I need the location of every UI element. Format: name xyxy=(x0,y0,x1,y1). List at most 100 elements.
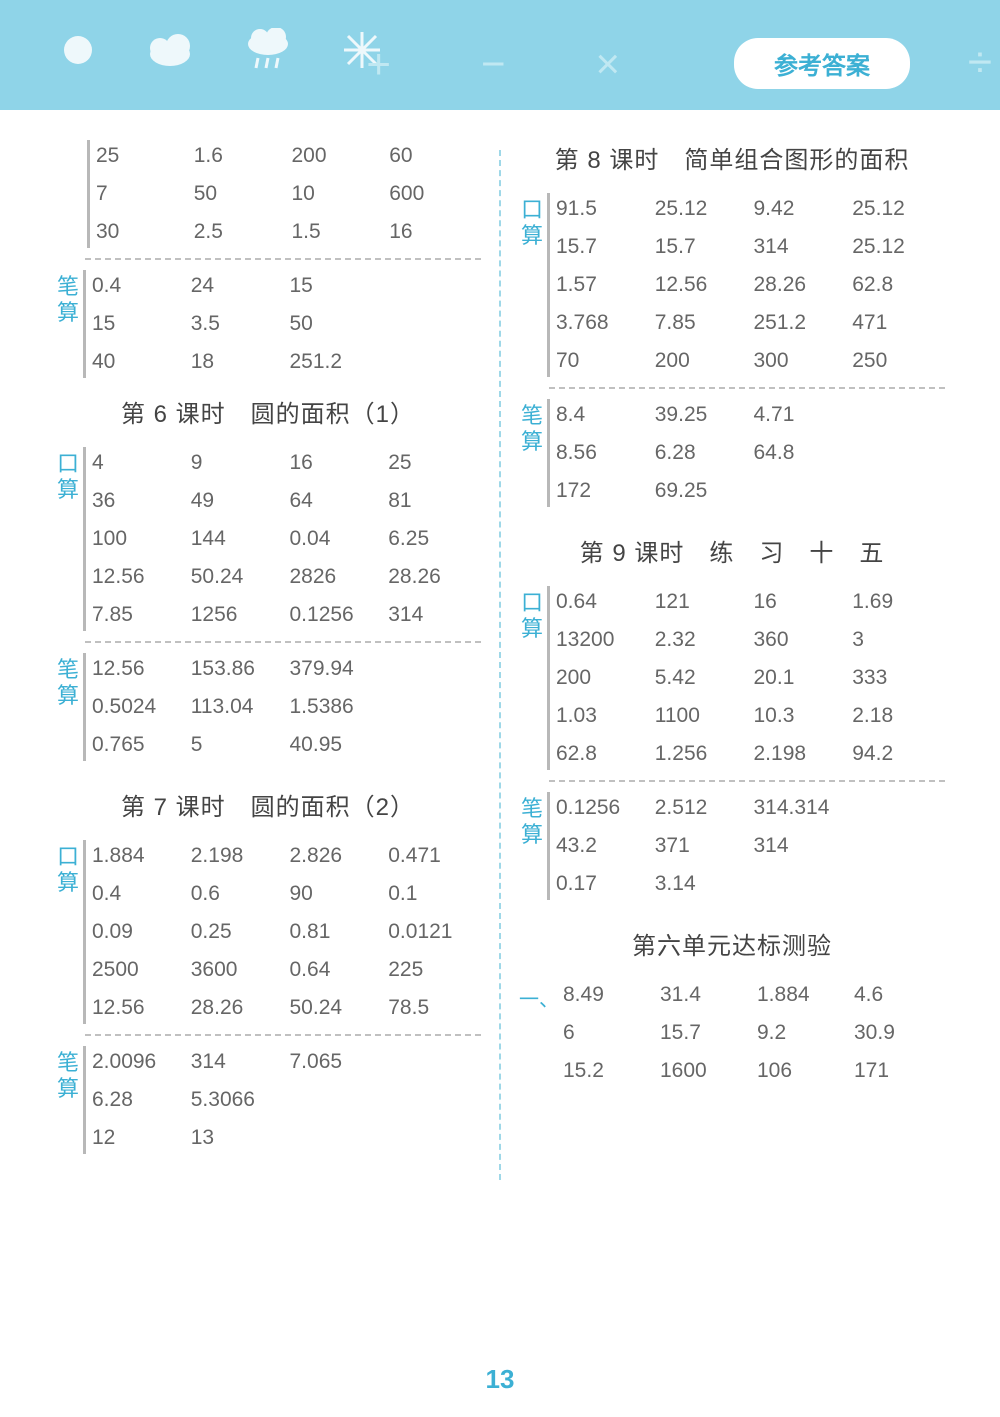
val: 0.17 xyxy=(556,872,649,896)
val xyxy=(388,1088,481,1112)
val xyxy=(754,872,847,896)
val: 50 xyxy=(290,312,383,336)
s7-kousuan-block: 口算 1.8842.1982.8260.4710.40.6900.10.090.… xyxy=(55,840,481,1024)
left-column: 25 1.6 200 60 7 50 10 600 30 2.5 1.5 16 … xyxy=(55,140,481,1180)
val: 1600 xyxy=(660,1059,751,1083)
val: 94.2 xyxy=(852,742,945,766)
val: 90 xyxy=(290,882,383,906)
val: 251.2 xyxy=(290,350,383,374)
val: 2.5 xyxy=(194,220,286,244)
val: 8.4 xyxy=(556,403,649,427)
val: 2.198 xyxy=(754,742,847,766)
s6-bisuan-block: 笔算 12.56153.86379.940.5024113.041.53860.… xyxy=(55,653,481,761)
val: 50 xyxy=(194,182,286,206)
val: 333 xyxy=(852,666,945,690)
val: 64 xyxy=(290,489,383,513)
divide-icon: ÷ xyxy=(968,38,992,88)
val: 153.86 xyxy=(191,657,284,681)
val: 300 xyxy=(754,349,847,373)
rain-icon xyxy=(244,28,292,72)
s7-bisuan-grid: 2.00963147.0656.285.30661213 xyxy=(92,1046,481,1154)
val: 13200 xyxy=(556,628,649,652)
val: 5 xyxy=(191,733,284,757)
val: 15.2 xyxy=(563,1059,654,1083)
val xyxy=(852,796,945,820)
val: 25 xyxy=(388,451,481,475)
minus-icon: − xyxy=(481,40,506,88)
val xyxy=(388,350,481,374)
val: 25.12 xyxy=(852,197,945,221)
val: 5.3066 xyxy=(191,1088,284,1112)
val: 9.2 xyxy=(757,1021,848,1045)
val: 39.25 xyxy=(655,403,748,427)
kousuan-label: 口算 xyxy=(55,840,81,1024)
val: 314 xyxy=(388,603,481,627)
val: 50.24 xyxy=(290,996,383,1020)
val xyxy=(388,733,481,757)
s9-kousuan-block: 口算 0.64121161.69132002.3236032005.4220.1… xyxy=(519,586,945,770)
val: 1.884 xyxy=(92,844,185,868)
val: 1256 xyxy=(191,603,284,627)
val: 144 xyxy=(191,527,284,551)
val: 2.512 xyxy=(655,796,748,820)
val: 2.826 xyxy=(290,844,383,868)
val: 4 xyxy=(92,451,185,475)
top-bisuan-block: 笔算 0.4 24 15 15 3.5 50 40 18 251.2 xyxy=(55,270,481,378)
val: 2.0096 xyxy=(92,1050,185,1074)
s8-kousuan-grid: 91.525.129.4225.1215.715.731425.121.5712… xyxy=(556,193,945,377)
val: 16 xyxy=(290,451,383,475)
val: 36 xyxy=(92,489,185,513)
val: 62.8 xyxy=(852,273,945,297)
val xyxy=(290,1088,383,1112)
val: 314 xyxy=(754,834,847,858)
val: 314.314 xyxy=(754,796,847,820)
val: 100 xyxy=(92,527,185,551)
val: 15 xyxy=(92,312,185,336)
val: 0.25 xyxy=(191,920,284,944)
val: 15 xyxy=(290,274,383,298)
val xyxy=(388,657,481,681)
kousuan-label: 口算 xyxy=(55,447,81,631)
val: 1.69 xyxy=(852,590,945,614)
section-9-title: 第 9 课时 练 习 十 五 xyxy=(519,533,945,568)
val xyxy=(852,872,945,896)
val: 43.2 xyxy=(556,834,649,858)
val: 1.6 xyxy=(194,144,286,168)
val: 0.1256 xyxy=(556,796,649,820)
header-weather-icons xyxy=(60,28,382,72)
val: 314 xyxy=(754,235,847,259)
unit6-test: 第六单元达标测验 一、 8.4931.41.8844.6615.79.230.9… xyxy=(519,926,945,1087)
val: 0.471 xyxy=(388,844,481,868)
val: 0.81 xyxy=(290,920,383,944)
yi-label: 一、 xyxy=(519,979,563,1087)
s6-bisuan-grid: 12.56153.86379.940.5024113.041.53860.765… xyxy=(92,653,481,761)
val: 0.64 xyxy=(556,590,649,614)
val xyxy=(852,834,945,858)
val: 28.26 xyxy=(191,996,284,1020)
val: 49 xyxy=(191,489,284,513)
val: 10.3 xyxy=(754,704,847,728)
val: 9 xyxy=(191,451,284,475)
val: 0.4 xyxy=(92,274,185,298)
val: 50.24 xyxy=(191,565,284,589)
val: 0.09 xyxy=(92,920,185,944)
val: 30.9 xyxy=(854,1021,945,1045)
val: 15.7 xyxy=(556,235,649,259)
val: 12.56 xyxy=(92,996,185,1020)
val xyxy=(388,312,481,336)
val: 113.04 xyxy=(191,695,284,719)
top-bisuan-grid: 0.4 24 15 15 3.5 50 40 18 251.2 xyxy=(92,270,481,378)
val: 8.49 xyxy=(563,983,654,1007)
val: 172 xyxy=(556,479,649,503)
val: 0.6 xyxy=(191,882,284,906)
val: 3600 xyxy=(191,958,284,982)
s9-bisuan-grid: 0.12562.512314.31443.23713140.173.14 xyxy=(556,792,945,900)
val: 3.768 xyxy=(556,311,649,335)
val: 30 xyxy=(96,220,188,244)
val: 25.12 xyxy=(852,235,945,259)
val: 25.12 xyxy=(655,197,748,221)
sun-icon xyxy=(60,32,96,68)
val: 18 xyxy=(191,350,284,374)
val xyxy=(754,479,847,503)
s6-kousuan-grid: 491625364964811001440.046.2512.5650.2428… xyxy=(92,447,481,631)
